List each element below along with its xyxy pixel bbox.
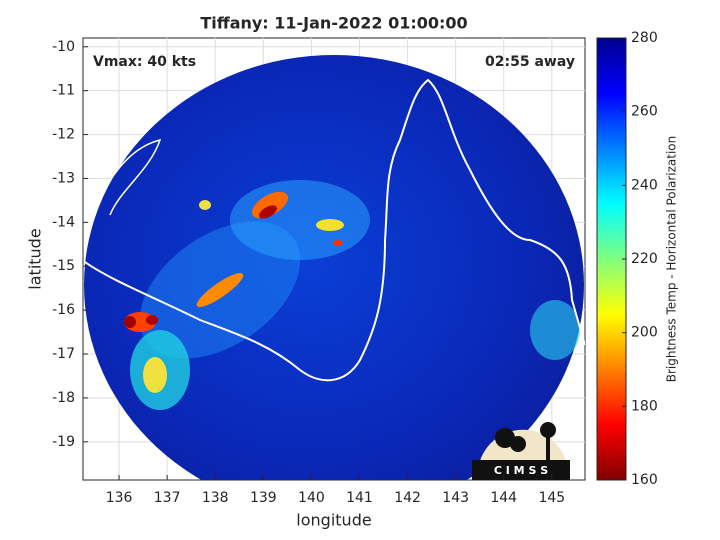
y-tick-label: -11: [52, 83, 75, 99]
y-tick-label: -16: [52, 302, 75, 318]
x-tick-label: 141: [346, 490, 373, 506]
colorbar-label: Brightness Temp - Horizontal Polarizatio…: [665, 136, 679, 383]
x-tick-label: 140: [298, 490, 325, 506]
x-tick-label: 136: [106, 490, 133, 506]
x-tick-label: 142: [394, 490, 421, 506]
x-tick-label: 144: [490, 490, 517, 506]
colorbar-tick-label: 220: [631, 251, 658, 267]
x-axis-label: longitude: [296, 511, 371, 530]
chart-title: Tiffany: 11-Jan-2022 01:00:00: [200, 14, 467, 33]
annotation: Vmax: 40 kts: [93, 54, 196, 70]
y-tick-label: -13: [52, 170, 75, 186]
colorbar-tick-label: 160: [631, 472, 658, 488]
annotation: 02:55 away: [485, 54, 575, 70]
y-tick-label: -12: [52, 127, 75, 143]
colorbar-tick-label: 240: [631, 177, 658, 193]
y-tick-label: -10: [52, 39, 75, 55]
colorbar: [596, 37, 627, 481]
colorbar-tick-label: 180: [631, 398, 658, 414]
x-tick-label: 137: [154, 490, 181, 506]
colorbar-tick-label: 260: [631, 104, 658, 120]
logo-text: C I M S S: [494, 464, 548, 477]
x-tick-label: 143: [442, 490, 469, 506]
y-tick-label: -17: [52, 346, 75, 362]
y-tick-label: -15: [52, 258, 75, 274]
colorbar-tick-label: 200: [631, 325, 658, 341]
colorbar-tick-label: 280: [631, 30, 658, 46]
satellite-image: [84, 55, 585, 480]
x-tick-label: 145: [538, 490, 565, 506]
y-tick-label: -18: [52, 390, 75, 406]
logo: C I M S S: [472, 422, 570, 480]
y-axis-label: latitude: [26, 228, 45, 289]
y-tick-label: -19: [52, 434, 75, 450]
x-tick-label: 138: [202, 490, 229, 506]
y-tick-label: -14: [52, 214, 75, 230]
x-tick-label: 139: [250, 490, 277, 506]
